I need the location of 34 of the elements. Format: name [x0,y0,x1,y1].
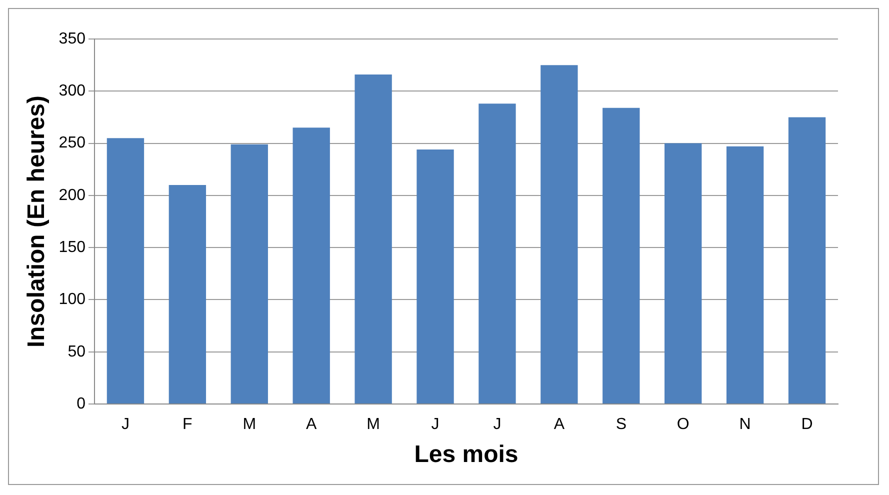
x-tick-label: S [616,416,626,434]
x-tick-label: J [121,416,130,434]
x-tick-label: A [306,416,318,434]
x-axis-title: Les mois [414,441,518,468]
bar [416,150,454,404]
bar [602,108,640,404]
y-axis-title: Insolation (En heures) [23,95,50,348]
x-tick-label: J [431,416,440,434]
y-tick-label: 150 [58,238,86,256]
y-tick-label: 350 [58,30,86,48]
bar [788,117,826,404]
y-tick-label: 250 [58,134,86,152]
y-tick-label: 300 [58,82,86,100]
bar [292,128,330,404]
x-tick-label: J [493,416,502,434]
bar [540,65,578,404]
y-tick-label: 50 [68,343,86,360]
y-tick-label: 0 [76,395,86,412]
bar [230,144,268,404]
x-tick-label: N [739,416,751,434]
bar [168,185,206,404]
x-tick-label: M [366,416,380,434]
x-tick-label: F [182,416,193,434]
bar [726,146,764,404]
bar [354,74,392,404]
bar [664,143,702,404]
y-tick-label: 200 [58,186,86,204]
bar [478,104,516,404]
x-tick-label: A [554,416,565,434]
x-tick-label: O [676,416,690,434]
bar [106,138,144,404]
x-tick-label: M [242,416,256,434]
x-tick-label: D [801,416,813,434]
y-tick-label: 100 [58,291,86,308]
